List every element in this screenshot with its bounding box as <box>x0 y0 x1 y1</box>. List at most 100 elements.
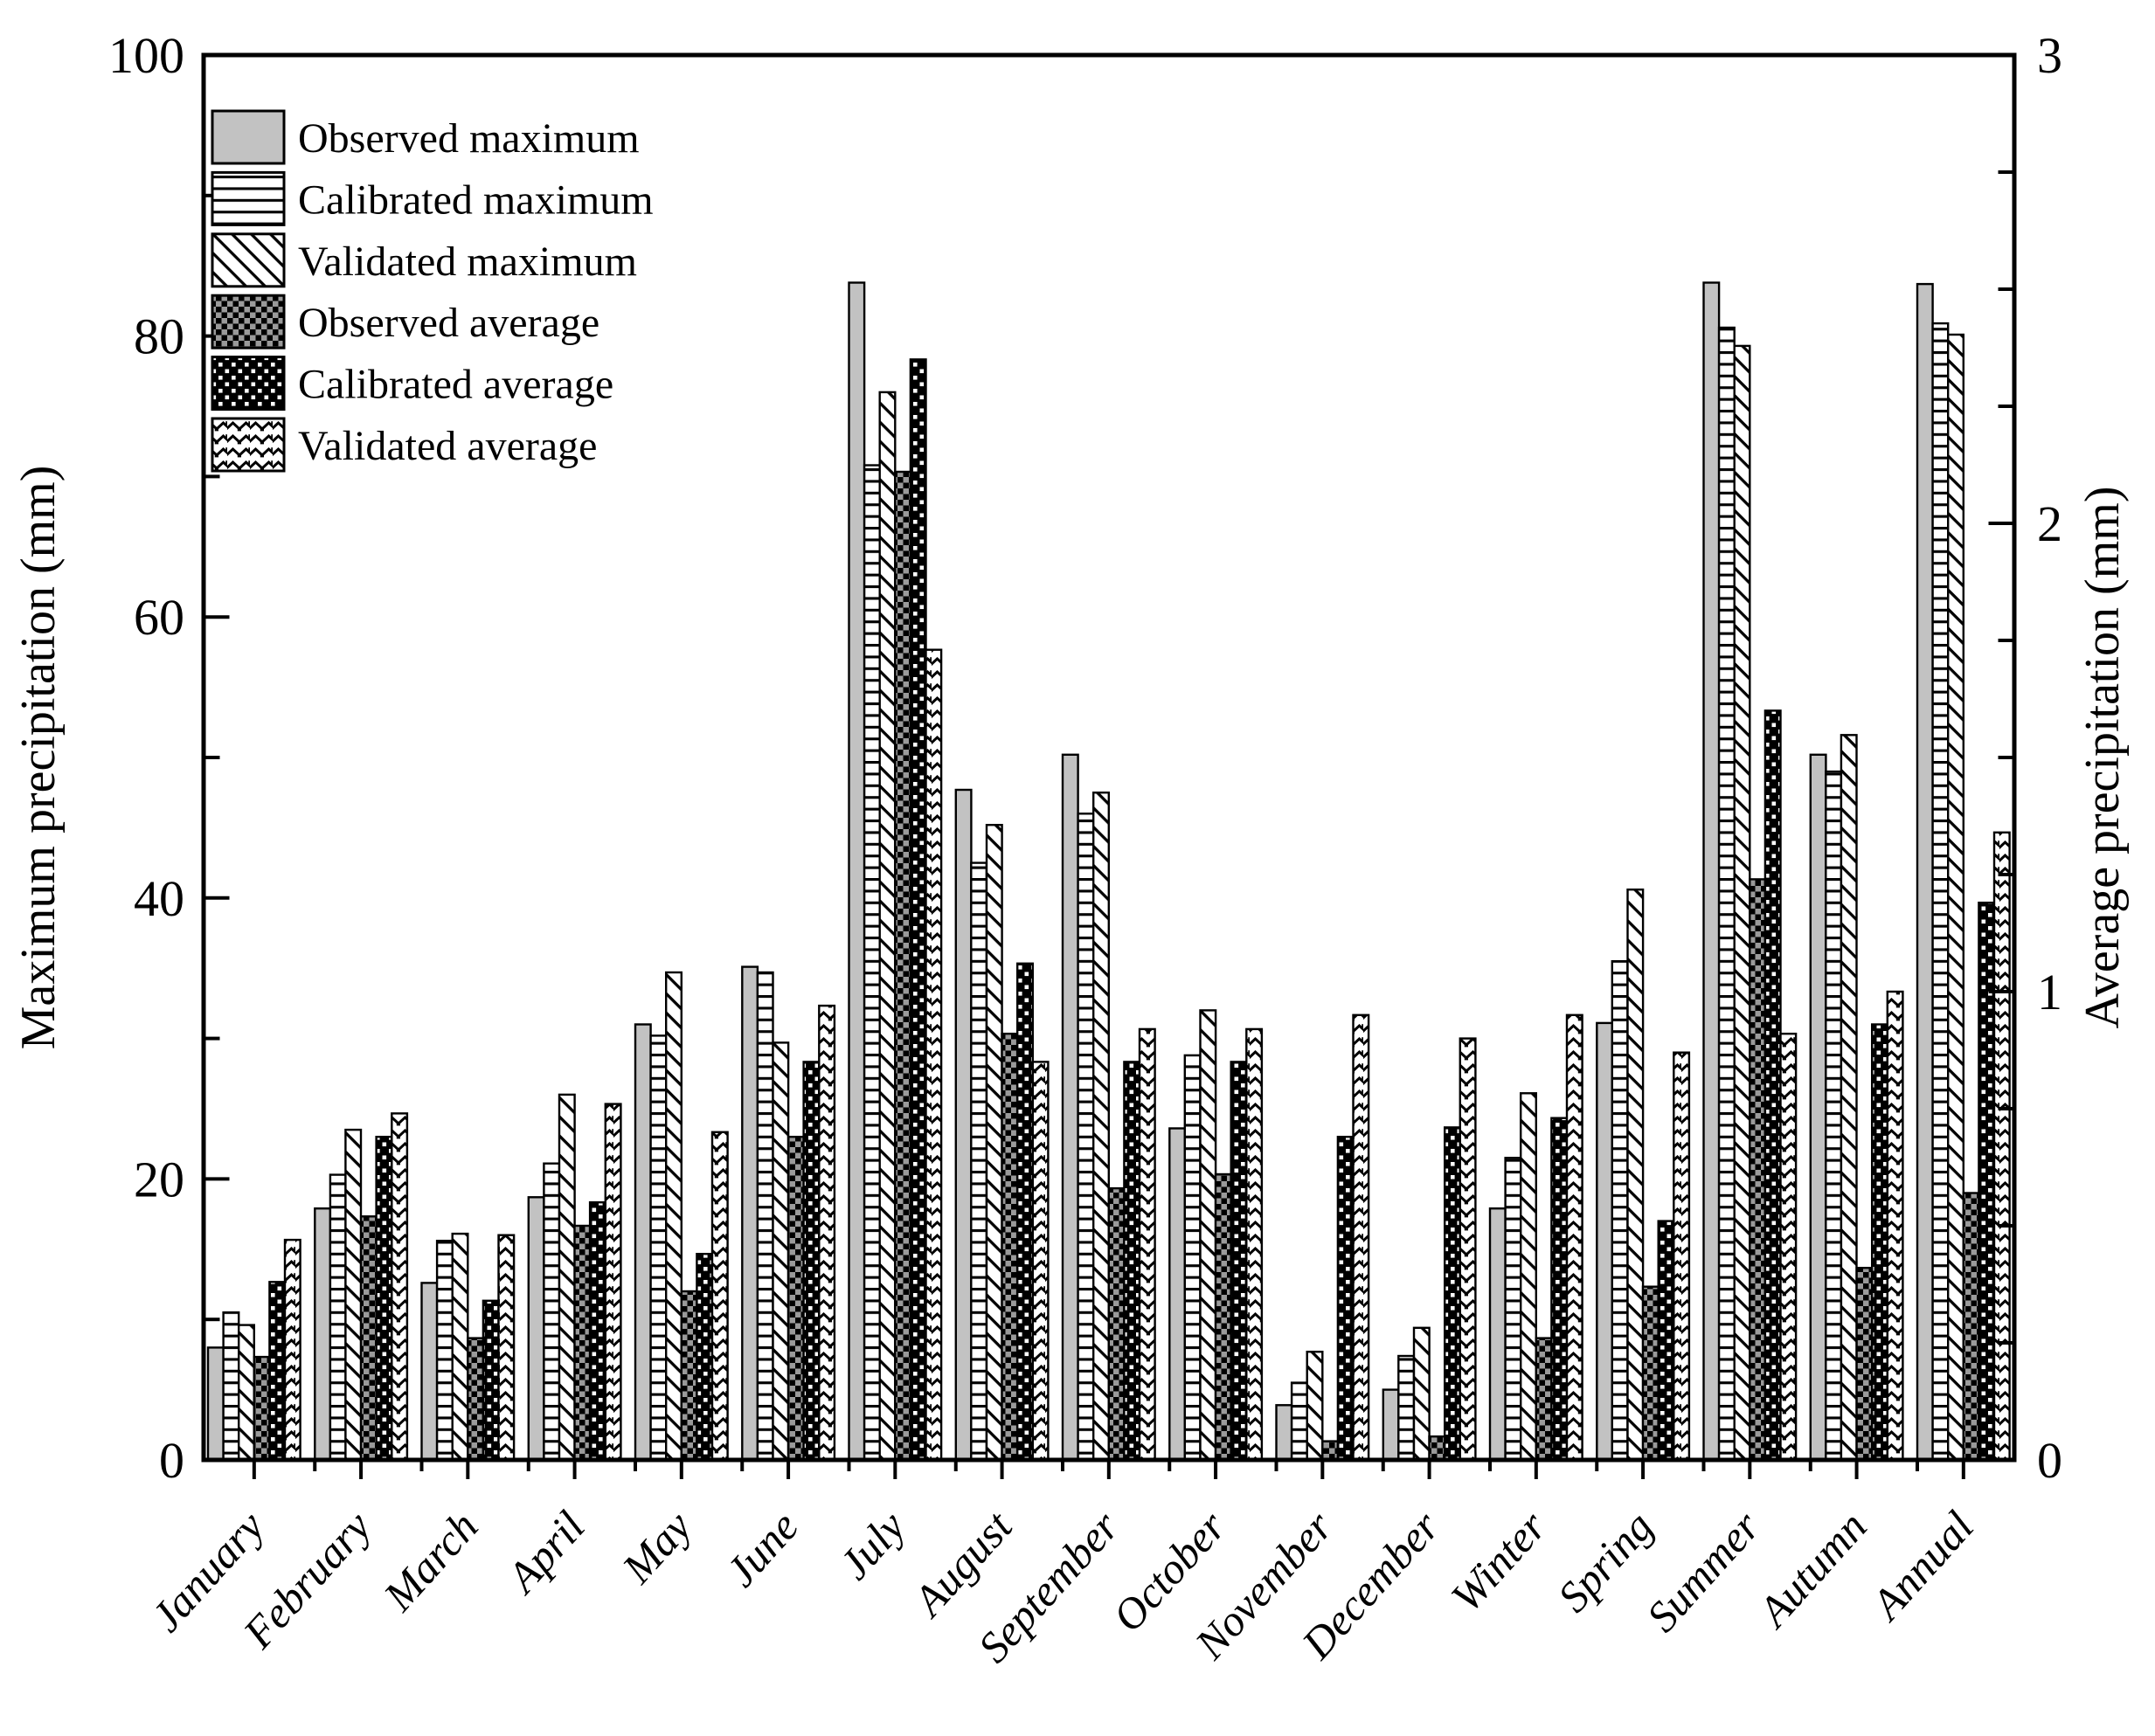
bar-observed-maximum-july <box>848 281 866 1462</box>
left-tick-label-40: 40 <box>134 870 184 927</box>
legend-item-validated-average: Validated average <box>211 417 597 473</box>
legend-item-observed-maximum: Observed maximum <box>211 109 640 165</box>
bar-validated-average-december <box>1459 1037 1477 1462</box>
bar-validated-average-february <box>391 1112 409 1462</box>
bar-calibrated-average-winter <box>1550 1117 1569 1462</box>
bar-calibrated-maximum-july <box>863 464 881 1462</box>
bar-observed-average-august <box>1001 1032 1019 1462</box>
bar-validated-average-march <box>497 1234 516 1462</box>
left-tick-label-80: 80 <box>134 308 184 365</box>
x-axis-label-april: April <box>495 1502 593 1603</box>
x-axis-label-march: March <box>373 1502 487 1621</box>
legend-item-calibrated-maximum: Calibrated maximum <box>211 170 654 226</box>
x-axis-label-autumn: Autumn <box>1747 1502 1876 1637</box>
bar-observed-average-november <box>1321 1440 1340 1462</box>
bar-validated-maximum-march <box>451 1232 469 1462</box>
left-tick-label-60: 60 <box>134 589 184 646</box>
bar-calibrated-maximum-annual <box>1931 322 1950 1462</box>
bar-calibrated-maximum-june <box>756 971 774 1462</box>
bar-observed-average-january <box>253 1355 271 1462</box>
bar-validated-average-august <box>1031 1061 1050 1462</box>
bar-observed-average-april <box>573 1224 592 1462</box>
bar-validated-average-summer <box>1779 1032 1798 1462</box>
bar-validated-average-january <box>283 1238 301 1462</box>
bar-validated-average-spring <box>1673 1051 1691 1462</box>
bar-observed-maximum-august <box>954 788 973 1462</box>
bar-validated-average-autumn <box>1886 990 1904 1462</box>
right-tick-label-1: 1 <box>2037 964 2062 1020</box>
x-axis-label-winter: Winter <box>1441 1501 1556 1621</box>
legend-label-validated-average: Validated average <box>298 423 597 469</box>
bar-calibrated-maximum-november <box>1290 1381 1308 1462</box>
bar-calibrated-maximum-april <box>543 1162 561 1462</box>
bar-calibrated-average-june <box>802 1061 821 1462</box>
bar-validated-maximum-april <box>558 1093 576 1462</box>
bar-observed-maximum-october <box>1168 1127 1187 1462</box>
bar-validated-maximum-september <box>1091 792 1110 1462</box>
bar-observed-maximum-november <box>1275 1404 1293 1462</box>
legend: Observed maximum Calibrated maximum Valida… <box>211 109 654 473</box>
bar-calibrated-average-november <box>1336 1135 1355 1462</box>
bar-validated-maximum-spring <box>1626 889 1645 1462</box>
bar-validated-average-winter <box>1565 1013 1583 1462</box>
bar-validated-average-may <box>710 1131 729 1462</box>
bar-observed-maximum-april <box>527 1196 545 1462</box>
bar-calibrated-maximum-august <box>970 861 988 1462</box>
legend-label-calibrated-average: Calibrated average <box>298 362 613 408</box>
bar-observed-average-winter <box>1535 1337 1553 1462</box>
bar-validated-maximum-october <box>1199 1009 1217 1462</box>
bar-observed-average-december <box>1428 1435 1446 1462</box>
bar-validated-maximum-winter <box>1519 1092 1537 1462</box>
x-axis-label-annual: Annual <box>1861 1502 1983 1630</box>
bar-calibrated-maximum-january <box>222 1311 240 1462</box>
bar-observed-average-annual <box>1962 1192 1980 1462</box>
bar-observed-average-february <box>359 1215 378 1462</box>
bar-calibrated-average-december <box>1443 1126 1461 1462</box>
bar-validated-maximum-may <box>665 971 683 1462</box>
bar-calibrated-maximum-december <box>1397 1354 1416 1462</box>
bar-calibrated-average-may <box>696 1252 714 1462</box>
legend-swatch-black-white-dots <box>211 356 286 412</box>
bar-calibrated-average-march <box>482 1299 500 1462</box>
bar-observed-maximum-winter <box>1488 1207 1507 1462</box>
left-tick-label-20: 20 <box>134 1151 184 1207</box>
bar-calibrated-average-april <box>588 1200 606 1462</box>
legend-label-calibrated-maximum: Calibrated maximum <box>298 176 654 223</box>
bar-calibrated-maximum-september <box>1077 813 1095 1462</box>
legend-label-observed-maximum: Observed maximum <box>298 115 640 162</box>
ticks-layer <box>205 53 2013 1479</box>
legend-item-validated-maximum: Validated maximum <box>211 232 637 288</box>
bar-calibrated-average-september <box>1123 1061 1141 1462</box>
bar-observed-average-may <box>680 1290 698 1462</box>
bar-validated-maximum-july <box>878 391 897 1462</box>
left-axis-title: Maximum precipitation (mm) <box>11 466 66 1050</box>
legend-swatch-checkerboard <box>211 294 286 349</box>
left-tick-label-0: 0 <box>159 1432 184 1489</box>
legend-item-observed-average: Observed average <box>211 294 599 349</box>
bar-calibrated-maximum-march <box>435 1239 454 1462</box>
bar-validated-maximum-august <box>985 824 1003 1462</box>
right-axis-title: Average precipitation (mm) <box>2075 487 2130 1029</box>
bar-observed-maximum-summer <box>1702 281 1721 1462</box>
bar-validated-average-april <box>604 1103 622 1462</box>
legend-swatch-zigzag <box>211 417 286 473</box>
bar-observed-average-summer <box>1749 878 1767 1462</box>
bar-calibrated-average-spring <box>1657 1220 1675 1462</box>
bar-validated-maximum-summer <box>1733 344 1751 1462</box>
bar-calibrated-maximum-october <box>1183 1054 1202 1462</box>
left-tick-label-100: 100 <box>108 27 184 84</box>
bar-observed-average-september <box>1107 1186 1126 1462</box>
bar-validated-average-october <box>1245 1027 1264 1462</box>
bar-observed-average-spring <box>1641 1285 1660 1462</box>
bar-observed-average-autumn <box>1855 1266 1874 1462</box>
legend-label-observed-average: Observed average <box>298 300 599 346</box>
legend-item-calibrated-average: Calibrated average <box>211 356 613 412</box>
bar-observed-average-july <box>894 470 912 1462</box>
bar-calibrated-maximum-may <box>649 1034 668 1462</box>
bar-observed-maximum-march <box>420 1282 439 1462</box>
bar-calibrated-maximum-summer <box>1717 326 1736 1462</box>
right-tick-label-0: 0 <box>2037 1432 2062 1489</box>
bar-validated-average-annual <box>1992 831 2011 1462</box>
